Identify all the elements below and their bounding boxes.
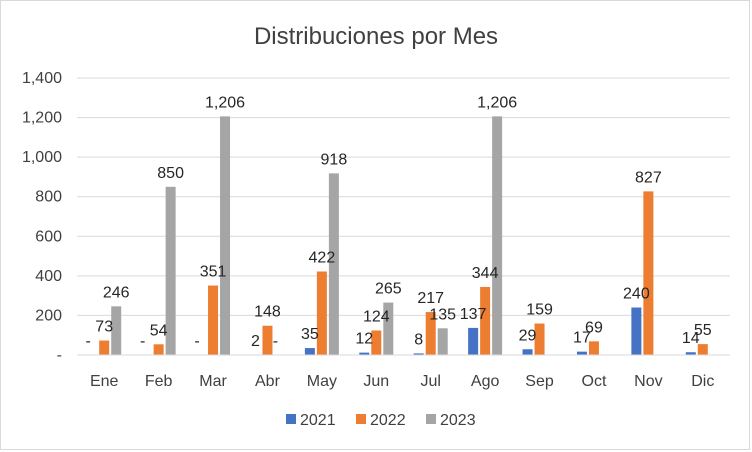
x-tick-label: Abr: [255, 373, 281, 390]
bar-2021-Jul: [413, 353, 424, 355]
bar-2021-Ago: [468, 327, 479, 355]
x-axis: Ene Feb Mar Abr May Jun Jul Ago Sep Oct Nov Dic: [77, 354, 730, 390]
x-tick-label: May: [307, 373, 337, 390]
data-label: 124: [363, 308, 390, 325]
data-label: 148: [254, 304, 281, 321]
y-tick-label: 1,400: [22, 70, 62, 87]
data-label: 351: [200, 264, 227, 281]
data-label: 14: [682, 330, 700, 347]
bar-2023-Jul: [437, 328, 448, 355]
x-tick-label: Ene: [90, 373, 119, 390]
bar-2022-Abr: [262, 325, 273, 355]
bar-2022-Ago: [480, 286, 491, 355]
data-label: 35: [301, 326, 319, 343]
x-tick-label: Jul: [420, 373, 440, 390]
y-tick-label: 400: [35, 268, 62, 285]
bar-2021-Dic: [685, 352, 696, 355]
bar-2023-Ene: [111, 306, 122, 355]
data-label: 2: [251, 333, 260, 350]
x-tick-label: Feb: [145, 373, 173, 390]
x-tick-label: Sep: [525, 373, 554, 390]
legend-label-2021: 2021: [300, 412, 336, 429]
data-label: 422: [309, 250, 336, 267]
legend-swatch-2023: [426, 414, 436, 424]
data-label: 344: [472, 265, 499, 282]
data-label: 246: [103, 284, 130, 301]
data-label: 159: [526, 302, 553, 319]
data-label: 54: [150, 322, 168, 339]
bar-2022-May: [316, 271, 327, 355]
legend: 2021 2022 2023: [286, 412, 476, 429]
data-label: 8: [414, 331, 423, 348]
data-label: 29: [519, 327, 537, 344]
bar-2022-Oct: [588, 341, 599, 355]
bar-2023-Feb: [165, 186, 176, 355]
x-tick-label: Nov: [634, 373, 662, 390]
bar-2022-Nov: [643, 191, 654, 355]
bar-2023-Mar: [220, 116, 231, 356]
data-label: 69: [585, 319, 603, 336]
data-label: 217: [417, 290, 444, 307]
data-label: 1,206: [205, 94, 245, 111]
bars: [99, 116, 708, 356]
legend-swatch-2021: [286, 414, 296, 424]
bar-2021-Nov: [631, 307, 642, 355]
y-tick-label: 200: [35, 307, 62, 324]
x-tick-label: Dic: [691, 373, 714, 390]
data-label: 265: [375, 281, 402, 298]
y-tick-label: 600: [35, 228, 62, 245]
data-label: -: [86, 333, 91, 350]
chart-title: Distribuciones por Mes: [254, 23, 498, 50]
x-tick-label: Mar: [199, 373, 227, 390]
data-label: 850: [157, 165, 184, 182]
bar-2022-Jun: [371, 330, 382, 355]
data-label: 827: [635, 169, 662, 186]
data-label: 12: [355, 331, 373, 348]
y-tick-label: 800: [35, 189, 62, 206]
bar-2021-May: [304, 348, 315, 355]
bar-2021-Jun: [359, 352, 370, 355]
data-label: 137: [460, 306, 487, 323]
bar-2022-Ene: [99, 340, 110, 355]
data-label: -: [273, 333, 278, 350]
bar-2023-Jun: [383, 302, 394, 355]
x-tick-label: Jun: [363, 373, 389, 390]
bar-2022-Mar: [208, 285, 219, 355]
bar-2021-Sep: [522, 349, 533, 355]
legend-label-2022: 2022: [370, 412, 406, 429]
data-label: 918: [321, 151, 348, 168]
bar-2022-Feb: [153, 344, 164, 355]
legend-swatch-2022: [356, 414, 366, 424]
x-tick-label: Oct: [582, 373, 607, 390]
y-tick-label: -: [57, 347, 62, 364]
bar-2023-Ago: [492, 116, 503, 356]
bar-2022-Sep: [534, 323, 545, 355]
data-label: -: [194, 333, 199, 350]
data-label: 240: [623, 286, 650, 303]
bar-2021-Oct: [576, 351, 587, 355]
data-label: 55: [694, 322, 712, 339]
y-tick-label: 1,200: [22, 110, 62, 127]
y-axis: - 200 400 600 800 1,000 1,200 1,400: [22, 70, 62, 364]
x-tick-label: Ago: [471, 373, 500, 390]
bar-2023-May: [328, 173, 339, 355]
data-label: 17: [573, 330, 591, 347]
bar-2022-Dic: [697, 344, 708, 355]
data-label: 135: [429, 306, 456, 323]
data-label: -: [140, 333, 145, 350]
data-label: 73: [95, 319, 113, 336]
legend-label-2023: 2023: [440, 412, 476, 429]
bar-2022-Jul: [425, 312, 436, 355]
y-tick-label: 1,000: [22, 149, 62, 166]
data-label: 1,206: [477, 94, 517, 111]
